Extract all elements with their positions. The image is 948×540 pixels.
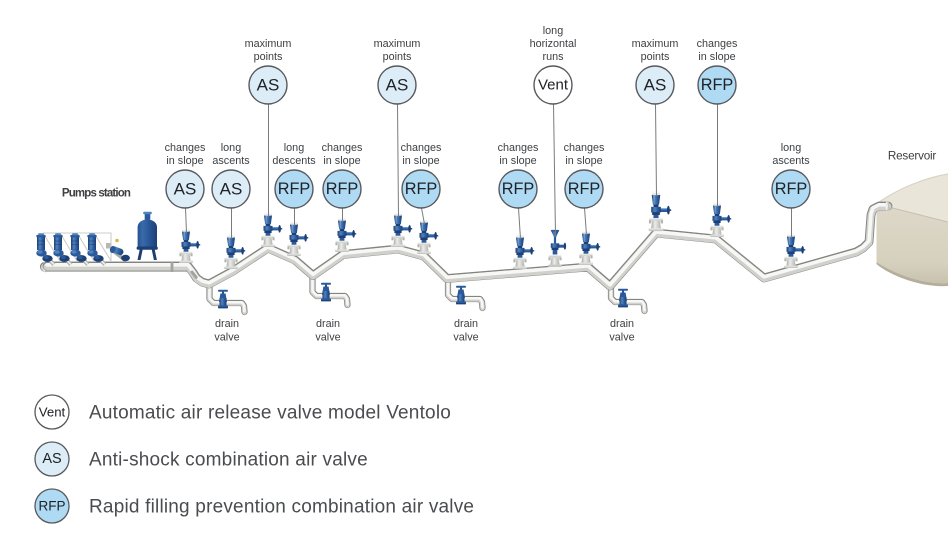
svg-text:changes: changes xyxy=(564,142,605,154)
svg-text:AS: AS xyxy=(42,451,61,467)
svg-text:in slope: in slope xyxy=(166,155,203,167)
svg-text:ascents: ascents xyxy=(772,155,810,167)
svg-text:in slope: in slope xyxy=(499,155,536,167)
svg-text:RFP: RFP xyxy=(39,499,66,514)
svg-text:RFP: RFP xyxy=(775,180,808,198)
svg-text:RFP: RFP xyxy=(502,180,535,198)
svg-text:RFP: RFP xyxy=(701,76,734,94)
svg-text:changes: changes xyxy=(498,142,539,154)
svg-text:long: long xyxy=(781,142,801,154)
svg-text:in slope: in slope xyxy=(565,155,602,167)
svg-text:long: long xyxy=(543,25,563,37)
svg-text:drain: drain xyxy=(316,318,340,330)
svg-text:changes: changes xyxy=(322,142,363,154)
svg-text:drain: drain xyxy=(454,318,478,330)
svg-text:drain: drain xyxy=(610,318,634,330)
svg-text:long: long xyxy=(284,142,304,154)
svg-text:valve: valve xyxy=(214,332,239,344)
svg-text:drain: drain xyxy=(215,318,239,330)
svg-text:RFP: RFP xyxy=(568,180,601,198)
svg-text:AS: AS xyxy=(386,76,409,95)
svg-text:AS: AS xyxy=(174,180,197,199)
svg-text:points: points xyxy=(641,51,670,63)
svg-text:changes: changes xyxy=(401,142,442,154)
svg-text:RFP: RFP xyxy=(405,180,438,198)
svg-text:points: points xyxy=(254,51,283,63)
svg-text:ascents: ascents xyxy=(212,155,250,167)
svg-text:Vent: Vent xyxy=(538,77,569,94)
svg-text:changes: changes xyxy=(165,142,206,154)
svg-text:changes: changes xyxy=(697,38,738,50)
svg-text:maximum: maximum xyxy=(245,38,292,50)
svg-text:Reservoir: Reservoir xyxy=(888,150,937,163)
svg-text:Rapid filling prevention combi: Rapid filling prevention combination air… xyxy=(89,497,474,518)
svg-text:AS: AS xyxy=(257,76,280,95)
svg-text:valve: valve xyxy=(315,332,340,344)
svg-text:descents: descents xyxy=(272,155,316,167)
svg-text:in slope: in slope xyxy=(402,155,439,167)
svg-text:Anti-shock combination air val: Anti-shock combination air valve xyxy=(89,450,368,471)
svg-text:Automatic air release valve mo: Automatic air release valve model Ventol… xyxy=(89,403,451,424)
svg-text:RFP: RFP xyxy=(326,180,359,198)
svg-text:Pumps station: Pumps station xyxy=(62,187,131,199)
svg-text:maximum: maximum xyxy=(374,38,421,50)
svg-text:in slope: in slope xyxy=(698,51,735,63)
svg-text:valve: valve xyxy=(453,332,478,344)
svg-text:horizontal: horizontal xyxy=(530,38,577,50)
svg-text:Vent: Vent xyxy=(39,405,66,420)
svg-text:AS: AS xyxy=(644,76,667,95)
svg-text:maximum: maximum xyxy=(632,38,679,50)
svg-text:runs: runs xyxy=(542,51,564,63)
svg-text:long: long xyxy=(221,142,241,154)
svg-text:AS: AS xyxy=(220,180,243,199)
svg-text:valve: valve xyxy=(609,332,634,344)
svg-text:in slope: in slope xyxy=(323,155,360,167)
svg-text:RFP: RFP xyxy=(278,180,311,198)
svg-text:points: points xyxy=(383,51,412,63)
